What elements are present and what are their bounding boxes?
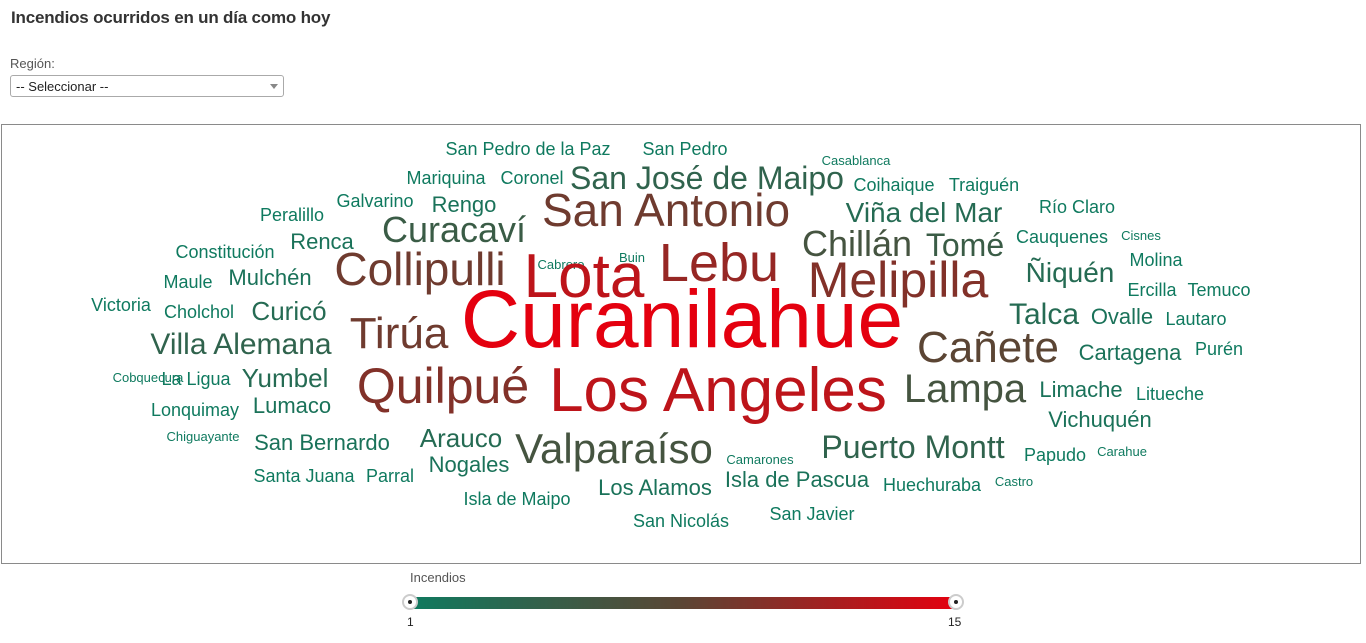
word-curanilahue[interactable]: Curanilahue (461, 274, 903, 365)
word-talca[interactable]: Talca (1009, 298, 1079, 331)
word-cabrero[interactable]: Cabrero (538, 257, 585, 272)
word-mulchén[interactable]: Mulchén (228, 265, 311, 290)
legend-min-label: 1 (407, 615, 414, 629)
word-cholchol[interactable]: Cholchol (164, 302, 234, 322)
word-la-ligua[interactable]: La Ligua (161, 369, 231, 389)
word-cartagena[interactable]: Cartagena (1079, 340, 1183, 365)
word-san-bernardo[interactable]: San Bernardo (254, 430, 390, 455)
word-huechuraba[interactable]: Huechuraba (883, 475, 982, 495)
word-san-javier[interactable]: San Javier (769, 504, 854, 524)
word-purén[interactable]: Purén (1195, 339, 1243, 359)
word-lota[interactable]: Lota (524, 242, 645, 311)
word-santa-juana[interactable]: Santa Juana (253, 466, 355, 486)
word-ercilla[interactable]: Ercilla (1127, 280, 1177, 300)
word-molina[interactable]: Molina (1129, 250, 1183, 270)
word-buin[interactable]: Buin (619, 250, 645, 265)
word-cloud-chart: San Pedro de la Paz San Pedro Casablanca Ma… (1, 124, 1361, 564)
word-ñiquén[interactable]: Ñiquén (1026, 257, 1115, 288)
word-casablanca[interactable]: Casablanca (822, 153, 891, 168)
word-limache[interactable]: Limache (1039, 377, 1122, 402)
word-mariquina[interactable]: Mariquina (406, 168, 486, 188)
word-san-nicolás[interactable]: San Nicolás (633, 511, 729, 531)
word-lonquimay[interactable]: Lonquimay (151, 400, 239, 420)
legend-gradient (410, 597, 956, 609)
region-select[interactable]: -- Seleccionar -- (10, 75, 284, 97)
word-san-antonio[interactable]: San Antonio (542, 184, 790, 236)
word-papudo[interactable]: Papudo (1024, 445, 1086, 465)
word-curicó[interactable]: Curicó (251, 296, 326, 326)
word-los-angeles[interactable]: Los Angeles (549, 356, 887, 425)
word-arauco[interactable]: Arauco (420, 423, 502, 453)
word-curacaví[interactable]: Curacaví (382, 209, 526, 250)
word-parral[interactable]: Parral (366, 466, 414, 486)
word-chillán[interactable]: Chillán (802, 223, 912, 264)
word-quilpué[interactable]: Quilpué (357, 358, 529, 414)
word-nogales[interactable]: Nogales (429, 452, 510, 477)
word-puerto-montt[interactable]: Puerto Montt (821, 429, 1004, 465)
word-maule[interactable]: Maule (163, 272, 212, 292)
word-cauquenes[interactable]: Cauquenes (1016, 227, 1108, 247)
word-ovalle[interactable]: Ovalle (1091, 304, 1153, 329)
word-constitución[interactable]: Constitución (175, 242, 274, 262)
region-filter-label: Región: (10, 56, 55, 71)
color-legend (402, 594, 964, 610)
word-litueche[interactable]: Litueche (1136, 384, 1204, 404)
word-río-claro[interactable]: Río Claro (1039, 197, 1115, 217)
word-yumbel[interactable]: Yumbel (242, 363, 329, 393)
word-lebu[interactable]: Lebu (659, 233, 779, 293)
word-isla-de-maipo[interactable]: Isla de Maipo (463, 489, 570, 509)
region-select-value: -- Seleccionar -- (16, 79, 109, 94)
word-cisnes[interactable]: Cisnes (1121, 228, 1161, 243)
word-galvarino[interactable]: Galvarino (336, 191, 413, 211)
page-title: Incendios ocurridos en un día como hoy (11, 8, 331, 27)
word-cobquecura[interactable]: Cobquecura (113, 370, 185, 385)
word-chiguayante[interactable]: Chiguayante (167, 429, 240, 444)
word-cloud-svg: San Pedro de la Paz San Pedro Casablanca Ma… (91, 139, 1250, 531)
word-tirúa[interactable]: Tirúa (350, 309, 449, 358)
legend-min-handle[interactable] (402, 594, 418, 610)
word-coihaique[interactable]: Coihaique (853, 175, 934, 195)
word-isla-de-pascua[interactable]: Isla de Pascua (725, 467, 870, 492)
legend-title: Incendios (410, 570, 466, 585)
word-san-josé-de-maipo[interactable]: San José de Maipo (570, 160, 844, 196)
word-temuco[interactable]: Temuco (1187, 280, 1250, 300)
word-valparaíso[interactable]: Valparaíso (515, 425, 713, 472)
word-lampa[interactable]: Lampa (904, 367, 1027, 411)
word-melipilla[interactable]: Melipilla (808, 252, 989, 308)
word-lumaco[interactable]: Lumaco (253, 393, 331, 418)
word-san-pedro-de-la-paz[interactable]: San Pedro de la Paz (445, 139, 610, 159)
word-camarones[interactable]: Camarones (726, 452, 794, 467)
word-lautaro[interactable]: Lautaro (1165, 309, 1226, 329)
word-vichuquén[interactable]: Vichuquén (1048, 407, 1152, 432)
word-carahue[interactable]: Carahue (1097, 444, 1147, 459)
word-castro[interactable]: Castro (995, 474, 1033, 489)
word-viña-del-mar[interactable]: Viña del Mar (846, 197, 1003, 228)
chevron-down-icon (270, 84, 278, 89)
word-cañete[interactable]: Cañete (917, 323, 1059, 372)
word-rengo[interactable]: Rengo (432, 192, 497, 217)
word-victoria[interactable]: Victoria (91, 295, 152, 315)
word-coronel[interactable]: Coronel (500, 168, 563, 188)
word-san-pedro[interactable]: San Pedro (642, 139, 727, 159)
word-renca[interactable]: Renca (290, 229, 354, 254)
word-tomé[interactable]: Tomé (926, 227, 1004, 263)
word-peralillo[interactable]: Peralillo (260, 205, 324, 225)
word-villa-alemana[interactable]: Villa Alemana (150, 328, 332, 361)
legend-max-label: 15 (948, 615, 962, 629)
legend-max-handle[interactable] (948, 594, 964, 610)
word-traiguén[interactable]: Traiguén (949, 175, 1019, 195)
word-collipulli[interactable]: Collipulli (334, 243, 505, 295)
word-los-alamos[interactable]: Los Alamos (598, 475, 712, 500)
